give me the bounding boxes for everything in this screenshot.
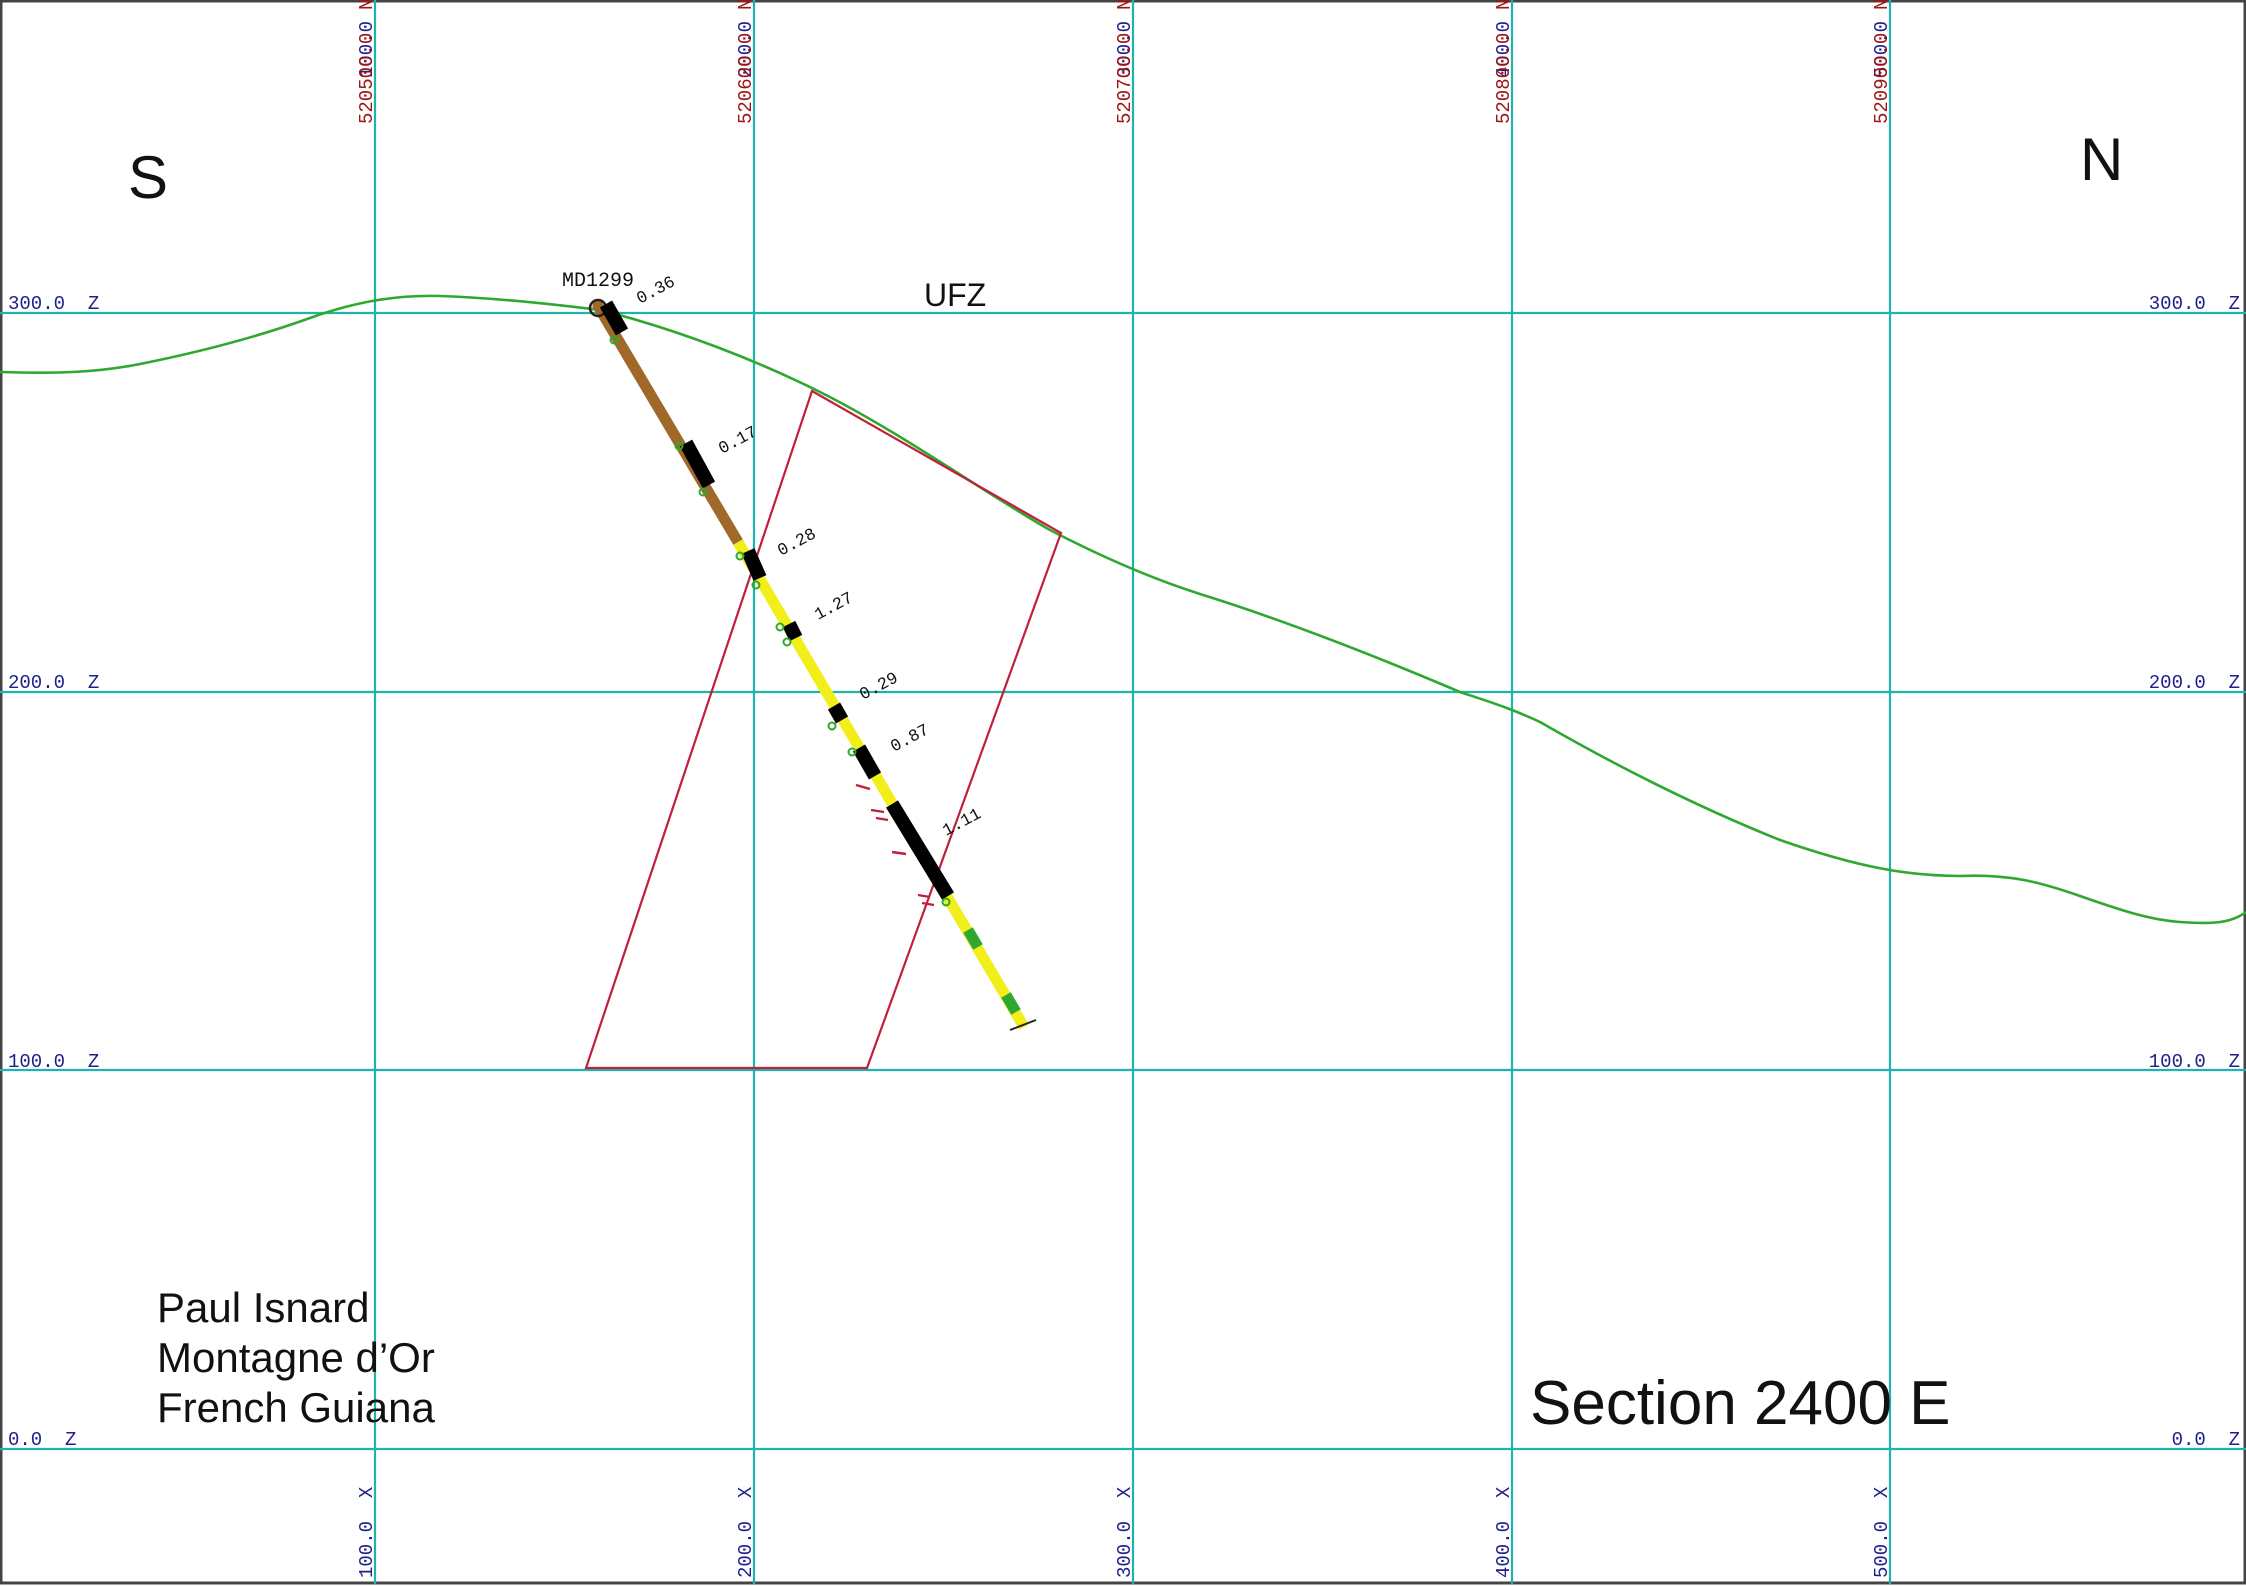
- z-label-right: 200.0 Z: [2149, 672, 2240, 694]
- structure-tick: [921, 901, 935, 907]
- assay-label: 0.29: [857, 669, 902, 705]
- sample-marker: [847, 747, 857, 757]
- structure-ticks: [855, 783, 935, 907]
- sample-marker: [735, 551, 745, 561]
- assay-intercept-bar: [886, 800, 954, 900]
- x-axis-top: 100.0 X 200.0 X 300.0 X 400.0 X 500.0 X: [356, 0, 1893, 78]
- drillhole-oxide-segment: [592, 300, 744, 548]
- sample-marker: [941, 897, 951, 907]
- z-label-left: 300.0 Z: [8, 293, 99, 315]
- assay-label: 0.36: [634, 273, 679, 309]
- structure-tick: [875, 816, 889, 822]
- assay-intercepts: [599, 300, 954, 900]
- compass-south: S: [128, 144, 168, 211]
- structure-tick: [855, 783, 871, 791]
- structure-tick: [891, 850, 907, 856]
- x-label-bottom: 500.0 X: [1871, 1486, 1893, 1578]
- x-label-bottom: 200.0 X: [735, 1486, 757, 1578]
- assay-label: 1.11: [940, 805, 985, 841]
- z-label-right: 100.0 Z: [2149, 1051, 2240, 1073]
- assay-label: 0.28: [775, 525, 820, 561]
- drillhole-id-label: MD1299: [562, 270, 634, 293]
- x-label-top: 300.0 X: [1114, 0, 1136, 78]
- assay-intercept-bar: [827, 702, 849, 724]
- assay-label: 1.27: [812, 589, 857, 625]
- sample-marker: [751, 580, 761, 590]
- northing-label: 520700.0 N: [1114, 0, 1136, 124]
- assay-intercept-bar: [741, 548, 767, 581]
- topography-line: [0, 294, 2246, 925]
- structure-tick: [870, 808, 885, 814]
- northing-label: 520500.0 N: [356, 0, 378, 124]
- x-label-top: 200.0 X: [735, 0, 757, 78]
- assay-intercept-bar: [599, 300, 629, 336]
- northing-axis-top: 520500.0 N 520600.0 N 520700.0 N 520800.…: [356, 0, 1893, 124]
- x-axis-bottom: 100.0 X 200.0 X 300.0 X 400.0 X 500.0 X: [356, 1486, 1893, 1578]
- compass-north: N: [2080, 126, 2123, 193]
- section-title: Section 2400 E: [1530, 1369, 1951, 1438]
- sample-marker: [827, 721, 837, 731]
- z-label-left: 0.0 Z: [8, 1429, 76, 1451]
- ore-envelope-outline: [584, 389, 1063, 1070]
- project-name: Paul Isnard: [157, 1284, 369, 1331]
- sample-marker: [698, 487, 708, 497]
- sample-marker: [782, 637, 792, 647]
- z-axis-right: 300.0 Z 200.0 Z 100.0 Z 0.0 Z: [2149, 293, 2240, 1451]
- country-name: French Guiana: [157, 1384, 435, 1431]
- drillhole-lithology-mark: [1001, 992, 1021, 1015]
- drillhole-trace: [588, 298, 1037, 1031]
- title-block: Paul Isnard Montagne d’Or French Guiana: [157, 1284, 435, 1431]
- z-label-right: 300.0 Z: [2149, 293, 2240, 315]
- sample-marker: [674, 441, 684, 451]
- drillhole-end-tick: [1009, 1019, 1037, 1031]
- x-label-bottom: 400.0 X: [1493, 1486, 1515, 1578]
- assay-intercept-bar: [679, 439, 716, 489]
- x-label-bottom: 100.0 X: [356, 1486, 378, 1578]
- northing-label: 520800.0 N: [1493, 0, 1515, 124]
- assay-intercept-bar: [782, 620, 803, 642]
- deposit-name: Montagne d’Or: [157, 1334, 435, 1381]
- northing-label: 520900.0 N: [1871, 0, 1893, 124]
- x-label-top: 400.0 X: [1493, 0, 1515, 78]
- zone-label: UFZ: [924, 277, 986, 313]
- sample-marker: [609, 335, 619, 345]
- z-axis-left: 300.0 Z 200.0 Z 100.0 Z 0.0 Z: [8, 293, 99, 1451]
- assay-label: 0.87: [888, 721, 933, 757]
- drillhole-lithology-mark: [963, 927, 983, 950]
- z-label-left: 100.0 Z: [8, 1051, 99, 1073]
- x-label-top: 500.0 X: [1871, 0, 1893, 78]
- structure-tick: [917, 893, 931, 899]
- z-label-right: 0.0 Z: [2172, 1429, 2240, 1451]
- northing-label: 520600.0 N: [735, 0, 757, 124]
- x-label-bottom: 300.0 X: [1114, 1486, 1136, 1578]
- z-label-left: 200.0 Z: [8, 672, 99, 694]
- sample-marker: [775, 622, 785, 632]
- assay-intercept-bar: [852, 744, 882, 780]
- sample-markers: [609, 335, 951, 907]
- x-label-top: 100.0 X: [356, 0, 378, 78]
- drillhole-fresh-segment: [733, 539, 1029, 1030]
